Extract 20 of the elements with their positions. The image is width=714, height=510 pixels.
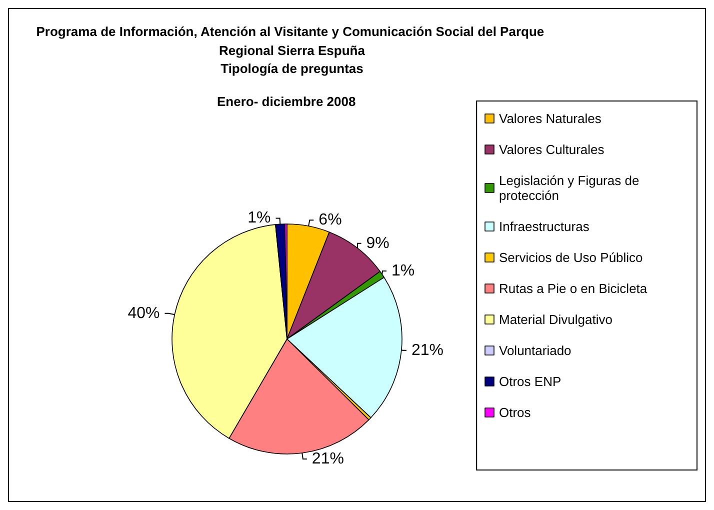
data-label: 1% [248,210,271,227]
data-label: 21% [312,450,344,468]
data-label: 9% [366,234,390,252]
legend-label: Otros [499,405,532,420]
data-label: 1% [391,262,415,280]
legend-label: Servicios de Uso Público [499,250,643,265]
text: Enero- diciembre 2008 [217,94,356,109]
legend-label: Voluntariado [499,343,572,358]
legend-label: Otros ENP [499,374,562,389]
legend-label: Valores Naturales [499,111,602,126]
legend-label: Infraestructuras [499,219,590,234]
legend-label: Valores Culturales [499,142,605,157]
legend-label: Legislación y Figuras de protección [499,173,643,203]
data-label: 21% [411,342,444,359]
legend-label: Rutas a Pie o en Bicicleta [499,281,648,296]
data-label: 6% [318,212,342,229]
legend-label: Material Divulgativo [499,312,612,327]
chart-title: Programa de Información, Atención al Visitante y Comunicación Social del Parque Regional Sierra Espuña [36,24,548,58]
data-label: 40% [128,304,160,322]
chart-subtitle: Tipología de preguntas [220,61,364,76]
